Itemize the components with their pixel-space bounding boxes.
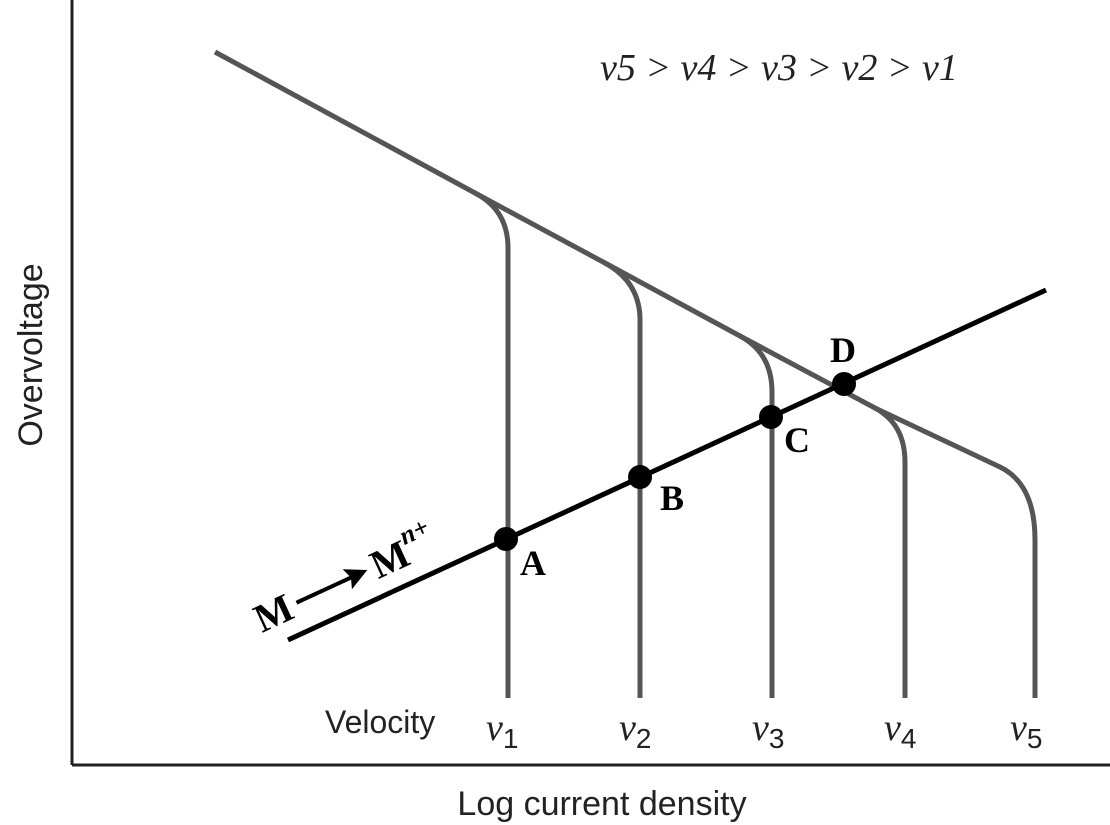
- velocity-subscript-v1: 1: [503, 723, 519, 754]
- velocity-label-v4: v4: [884, 707, 916, 754]
- reaction-label: M M n+: [247, 512, 433, 641]
- point-label-b: B: [660, 478, 684, 518]
- velocity-subscript-v5: 5: [1027, 723, 1043, 754]
- velocity-symbol-v4: v: [884, 707, 901, 749]
- velocity-label-v2: v2: [619, 707, 651, 754]
- velocity-relation: v5 > v4 > v3 > v2 > v1: [600, 47, 958, 89]
- velocity-axis-label: Velocity: [325, 704, 435, 740]
- oxidation-line: [286, 287, 1048, 643]
- velocity-symbol-v5: v: [1010, 707, 1027, 749]
- velocity-subscript-v4: 4: [901, 723, 917, 754]
- velocity-symbol-v3: v: [752, 707, 769, 749]
- curve-v4: [738, 333, 908, 698]
- point-d-marker: [832, 372, 856, 396]
- point-c-marker: [759, 405, 783, 429]
- velocity-symbol-v1: v: [486, 707, 503, 749]
- point-a-marker: [494, 527, 518, 551]
- point-label-c: C: [784, 420, 810, 460]
- x-axis-title: Log current density: [457, 785, 746, 823]
- point-label-d: D: [830, 330, 856, 370]
- reaction-arrow-shaft: [295, 573, 358, 605]
- velocity-symbol-v2: v: [619, 707, 636, 749]
- point-b-marker: [628, 465, 652, 489]
- reaction-arrow-head: [342, 569, 368, 590]
- velocity-label-v3: v3: [752, 707, 784, 754]
- velocity-label-v5: v5: [1010, 707, 1042, 754]
- reaction-reactant: M: [247, 584, 300, 641]
- velocity-subscript-v3: 3: [769, 723, 785, 754]
- y-axis-title: Overvoltage: [12, 263, 50, 446]
- velocity-subscript-v2: 2: [636, 723, 652, 754]
- point-label-a: A: [520, 543, 546, 583]
- curve-v5: [873, 405, 1038, 698]
- velocity-label-v1: v1: [486, 707, 518, 754]
